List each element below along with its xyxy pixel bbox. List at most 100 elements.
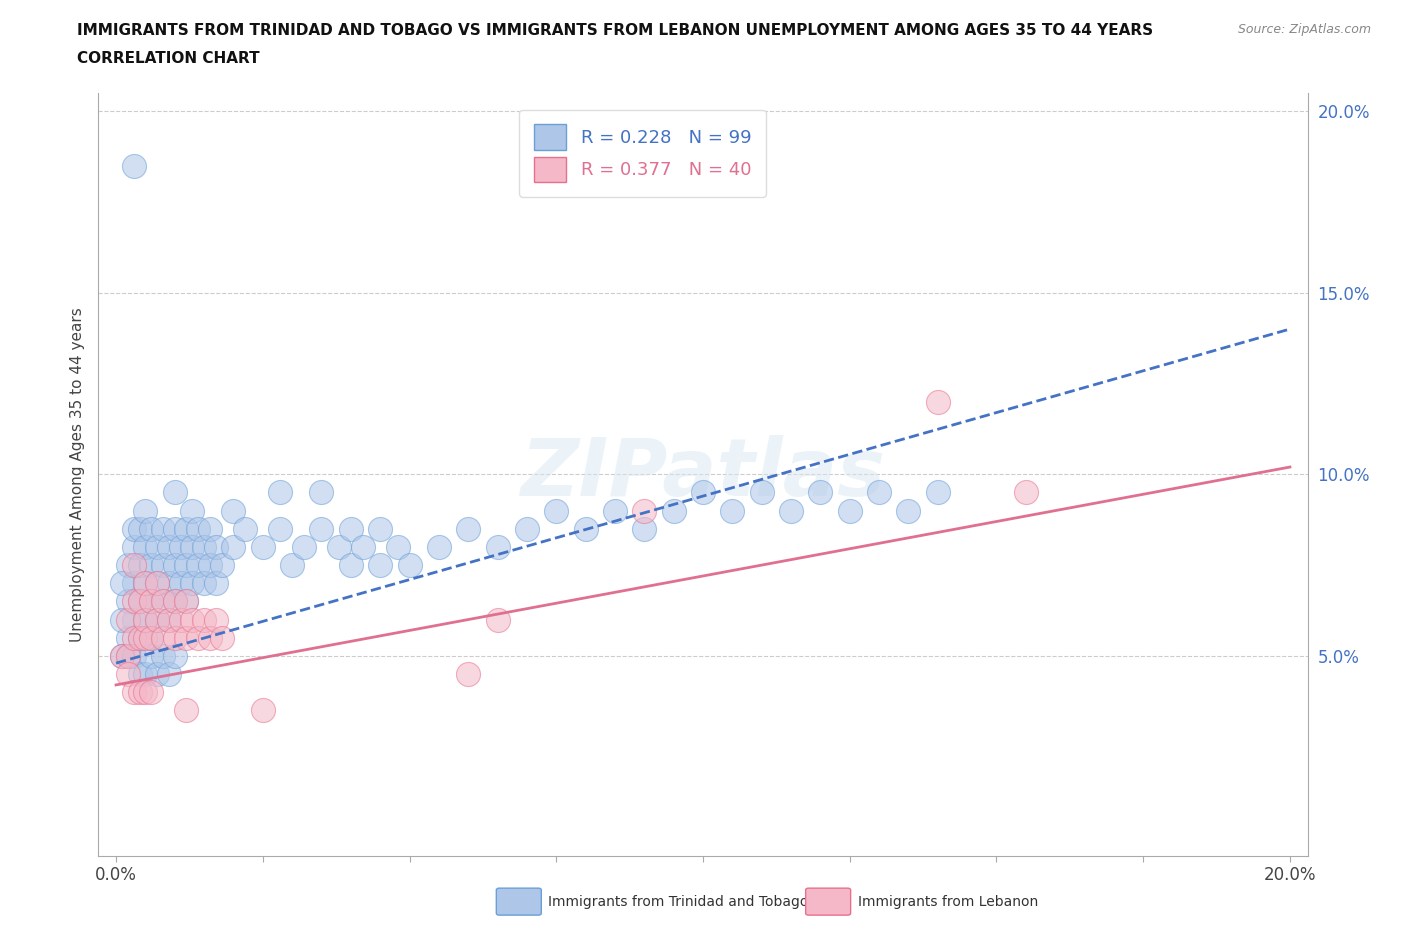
Point xyxy=(157,667,180,682)
Point xyxy=(427,539,450,554)
Point xyxy=(128,594,150,609)
Point xyxy=(117,648,139,663)
Point xyxy=(662,503,685,518)
Point xyxy=(146,667,169,682)
Point xyxy=(457,522,479,537)
Point xyxy=(398,558,420,573)
Point xyxy=(721,503,744,518)
Point xyxy=(111,648,134,663)
Point xyxy=(134,612,156,627)
Point xyxy=(181,576,204,591)
Legend: R = 0.228   N = 99, R = 0.377   N = 40: R = 0.228 N = 99, R = 0.377 N = 40 xyxy=(519,110,766,197)
Point xyxy=(117,612,139,627)
Point xyxy=(187,631,209,645)
Point xyxy=(141,648,163,663)
Point xyxy=(128,631,150,645)
Point xyxy=(486,612,509,627)
Point xyxy=(198,631,221,645)
Point xyxy=(128,631,150,645)
Point xyxy=(546,503,568,518)
Point xyxy=(1015,485,1038,500)
Point xyxy=(146,576,169,591)
Point xyxy=(633,503,655,518)
Point xyxy=(269,522,291,537)
Point xyxy=(146,576,169,591)
Point xyxy=(146,612,169,627)
Point xyxy=(111,648,134,663)
Point xyxy=(181,539,204,554)
Point xyxy=(152,594,174,609)
Point xyxy=(233,522,256,537)
Point xyxy=(163,558,186,573)
Point xyxy=(134,576,156,591)
Point xyxy=(157,612,180,627)
Point xyxy=(152,522,174,537)
Point xyxy=(163,594,186,609)
Point xyxy=(198,558,221,573)
Point xyxy=(122,612,145,627)
Point xyxy=(176,631,198,645)
Point xyxy=(122,576,145,591)
Point xyxy=(281,558,304,573)
Point xyxy=(169,576,191,591)
Point xyxy=(141,684,163,699)
Point xyxy=(128,558,150,573)
Point xyxy=(128,522,150,537)
Point xyxy=(575,522,598,537)
Point xyxy=(122,684,145,699)
Point xyxy=(141,594,163,609)
Point xyxy=(204,576,226,591)
Point xyxy=(146,612,169,627)
Point xyxy=(181,612,204,627)
Point xyxy=(163,631,186,645)
Point xyxy=(897,503,920,518)
Point xyxy=(269,485,291,500)
Point xyxy=(187,522,209,537)
Point xyxy=(198,522,221,537)
Point xyxy=(122,158,145,173)
Point xyxy=(352,539,374,554)
Point xyxy=(163,594,186,609)
Point xyxy=(340,558,363,573)
Point xyxy=(222,539,245,554)
Point xyxy=(838,503,860,518)
Text: CORRELATION CHART: CORRELATION CHART xyxy=(77,51,260,66)
Point xyxy=(117,631,139,645)
Point xyxy=(152,631,174,645)
Point xyxy=(122,539,145,554)
Point xyxy=(340,522,363,537)
Point xyxy=(122,558,145,573)
Point xyxy=(163,648,186,663)
Point xyxy=(134,576,156,591)
Point xyxy=(252,703,274,718)
Point xyxy=(222,503,245,518)
Point xyxy=(176,522,198,537)
Point xyxy=(368,522,391,537)
Point xyxy=(111,576,134,591)
Point xyxy=(204,612,226,627)
Point xyxy=(134,631,156,645)
Point xyxy=(780,503,803,518)
Point xyxy=(117,558,139,573)
Point xyxy=(134,684,156,699)
Point xyxy=(134,612,156,627)
Point xyxy=(134,503,156,518)
Point xyxy=(387,539,409,554)
Point xyxy=(193,612,215,627)
Point xyxy=(211,631,233,645)
Point xyxy=(516,522,538,537)
Point xyxy=(176,703,198,718)
Point xyxy=(117,667,139,682)
Point xyxy=(368,558,391,573)
Point xyxy=(311,522,333,537)
Point xyxy=(868,485,890,500)
Point xyxy=(457,667,479,682)
Point xyxy=(152,594,174,609)
Point xyxy=(122,522,145,537)
Point xyxy=(176,594,198,609)
Point xyxy=(927,485,949,500)
Point xyxy=(122,594,145,609)
Point xyxy=(152,648,174,663)
Point xyxy=(117,594,139,609)
Point xyxy=(141,558,163,573)
